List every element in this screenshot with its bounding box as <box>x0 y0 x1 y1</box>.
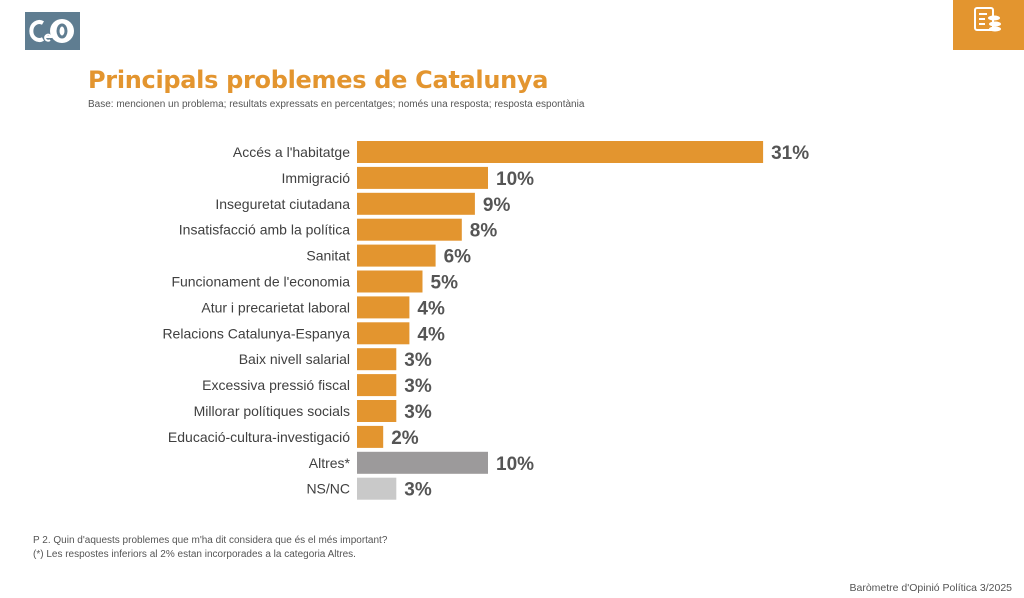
category-label: Excessiva pressió fiscal <box>202 377 350 393</box>
category-label: Millorar polítiques socials <box>194 403 350 419</box>
chart-subtitle: Base: mencionen un problema; resultats e… <box>88 99 585 110</box>
category-label: Atur i precarietat laboral <box>201 299 350 315</box>
footnote: (*) Les respostes inferiors al 2% estan … <box>33 549 356 560</box>
value-label: 8% <box>470 221 498 242</box>
bar <box>357 374 397 397</box>
bar <box>357 166 488 189</box>
bar <box>357 348 397 371</box>
category-label: Educació-cultura-investigació <box>168 429 350 445</box>
value-label: 31% <box>771 143 809 164</box>
category-label: Inseguretat ciutadana <box>215 196 350 212</box>
bar <box>357 425 384 448</box>
bar <box>357 322 410 345</box>
category-label: Insatisfacció amb la política <box>179 222 350 238</box>
category-label: NS/NC <box>306 481 350 497</box>
value-label: 3% <box>404 480 432 501</box>
category-label: Altres* <box>309 455 351 471</box>
footer-source: Baròmetre d'Opinió Política 3/2025 <box>849 582 1012 594</box>
bar <box>357 218 462 241</box>
value-label: 3% <box>404 402 432 423</box>
bar <box>357 477 397 500</box>
money-report-icon <box>953 0 1024 50</box>
value-label: 2% <box>391 428 419 449</box>
value-label: 5% <box>431 273 459 294</box>
bar <box>357 296 410 319</box>
bar-chart: Accés a l'habitatge 31% Immigració 10% Inseg… <box>162 141 809 501</box>
category-label: Sanitat <box>306 248 350 264</box>
bar <box>357 141 764 163</box>
bar <box>357 451 488 474</box>
bar <box>357 400 397 422</box>
value-label: 4% <box>417 298 445 319</box>
value-label: 9% <box>483 195 511 216</box>
ceo-logo <box>25 12 80 50</box>
bar <box>357 192 475 215</box>
bar <box>357 270 423 293</box>
category-label: Baix nivell salarial <box>239 351 350 367</box>
chart-title: Principals problemes de Catalunya <box>88 66 549 94</box>
value-label: 3% <box>404 350 432 371</box>
category-label: Accés a l'habitatge <box>233 144 350 160</box>
value-label: 10% <box>496 169 534 190</box>
value-label: 6% <box>444 247 472 268</box>
value-label: 3% <box>404 376 432 397</box>
category-label: Relacions Catalunya-Espanya <box>162 325 350 341</box>
category-label: Immigració <box>282 170 351 186</box>
question-note: P 2. Quin d'aquests problemes que m'ha d… <box>33 535 388 546</box>
category-label: Funcionament de l'economia <box>171 274 350 290</box>
value-label: 10% <box>496 454 534 475</box>
value-label: 4% <box>417 324 445 345</box>
bar <box>357 244 436 267</box>
